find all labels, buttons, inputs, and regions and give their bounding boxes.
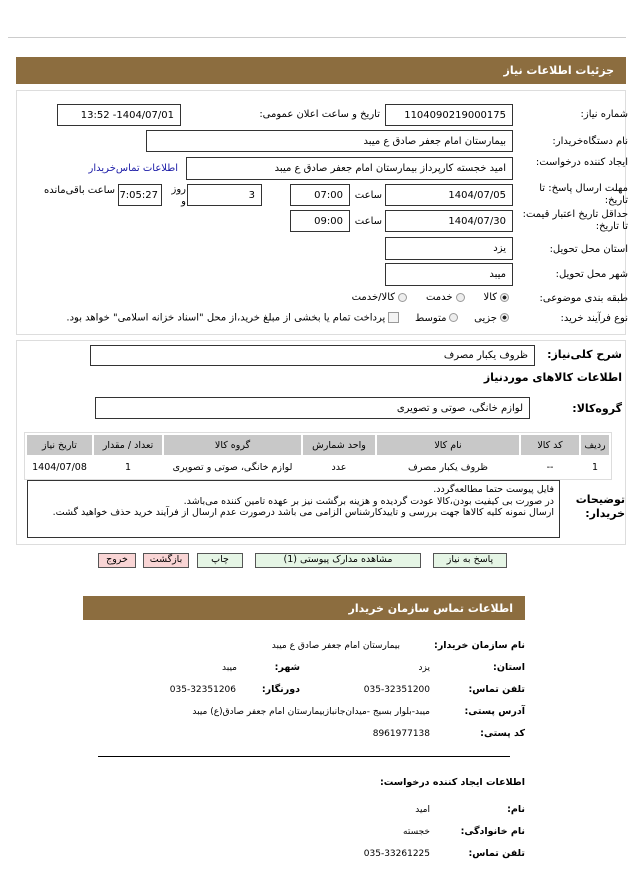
process-label: نوع فرآیند خرید:	[560, 313, 629, 324]
page-header: جزئیات اطلاعات نیاز	[16, 57, 626, 84]
goods-heading: اطلاعات کالاهای موردنیاز	[483, 371, 622, 384]
back-button[interactable]: بازگشت	[143, 553, 189, 568]
col-name: نام کالا	[377, 435, 519, 455]
col-date: تاریخ نیاز	[27, 435, 92, 455]
contact-title: اطلاعات تماس سازمان خریدار	[348, 601, 513, 615]
contact-province-label: استان:	[493, 662, 525, 673]
org-value: بیمارستان امام جعفر صادق ع میبد	[271, 641, 400, 651]
note-line: فایل پیوست حتما مطالعه‌گردد.	[433, 484, 554, 495]
name-value: امید	[415, 805, 430, 815]
note-line: در صورت بی کیفیت بودن،کالا عودت گردیده و…	[183, 495, 554, 507]
remaining-time-field: 17:05:27	[118, 184, 162, 206]
goods-table-wrap: ردیف کد کالا نام کالا واحد شمارش گروه کا…	[24, 432, 612, 480]
need-number-label: شماره نیاز:	[580, 109, 629, 120]
province-label: استان محل تحویل:	[549, 244, 628, 255]
validity-label: حداقل تاریخ اعتبار قیمت: تا تاریخ:	[522, 209, 628, 232]
postal-value: 8961977138	[372, 729, 430, 739]
category-radio-group: کالا خدمت کالا/خدمت	[280, 292, 512, 303]
notes-box: فایل پیوست حتما مطالعه‌گردد. در صورت بی …	[27, 480, 560, 538]
col-unit: واحد شمارش	[303, 435, 375, 455]
note-line: ارسال نمونه کلیه کالاها جهت بررسی و تایی…	[52, 507, 554, 518]
treasury-text: پرداخت تمام یا بخشی از مبلغ خرید،از محل …	[66, 312, 386, 324]
validity-date-field: 1404/07/30	[385, 210, 513, 232]
contact-divider	[98, 756, 510, 757]
process-radio-group: جزیی متوسط پرداخت تمام یا بخشی از مبلغ خ…	[0, 312, 512, 324]
buyer-contact-link[interactable]: اطلاعات تماس‌خریدار	[88, 163, 178, 174]
contact-phone-value: 035-32351200	[363, 685, 430, 695]
address-label: آدرس پستی:	[464, 706, 525, 717]
cell-row: 1	[591, 461, 599, 473]
fax-value: 035-32351206	[169, 685, 236, 695]
fax-label: دورنگار:	[261, 684, 300, 695]
radio-goods[interactable]: کالا	[483, 292, 512, 303]
page-title: جزئیات اطلاعات نیاز	[503, 64, 615, 77]
notes-label: توضیحات خریدار:	[575, 493, 625, 520]
city-field: میبد	[385, 263, 513, 286]
cell-name: ظروف یکبار مصرف	[408, 461, 488, 473]
cell-qty: 1	[124, 461, 132, 473]
validity-time-label: ساعت	[354, 216, 382, 227]
reply-button[interactable]: پاسخ به نیاز	[433, 553, 507, 568]
family-label: نام خانوادگی:	[460, 826, 525, 837]
name-label: نام:	[507, 804, 525, 815]
col-code: کد کالا	[521, 435, 579, 455]
remaining-label: ساعت باقی‌مانده	[43, 185, 115, 196]
days-label: روز و	[171, 184, 187, 207]
details-panel	[16, 340, 626, 545]
radio-goods-service[interactable]: کالا/خدمت	[352, 292, 411, 303]
creator-phone-value: 035-33261225	[363, 849, 430, 859]
exit-button[interactable]: خروج	[98, 553, 136, 568]
radio-medium[interactable]: متوسط	[415, 313, 461, 324]
cell-group: لوازم خانگی، صوتی و تصویری	[172, 461, 293, 473]
summary-field: ظروف یکبار مصرف	[90, 345, 535, 366]
summary-label: شرح کلی‌نیاز:	[547, 348, 622, 361]
radio-service[interactable]: خدمت	[426, 292, 468, 303]
table-header-row: ردیف کد کالا نام کالا واحد شمارش گروه کا…	[27, 435, 609, 455]
family-value: خجسته	[403, 827, 430, 837]
group-field: لوازم خانگی، صوتی و تصویری	[95, 397, 530, 419]
treasury-checkbox[interactable]	[385, 312, 402, 324]
announce-field: 1404/07/01- 13:52	[57, 104, 181, 126]
col-group: گروه کالا	[164, 435, 301, 455]
city-label: شهر محل تحویل:	[555, 269, 628, 280]
province-field: یزد	[385, 237, 513, 260]
creator-phone-label: تلفن تماس:	[468, 848, 525, 859]
print-button[interactable]: چاپ	[197, 553, 243, 568]
need-number-field: 1104090219000175	[385, 104, 513, 126]
top-divider	[8, 37, 626, 38]
buyer-label: نام دستگاه‌خریدار:	[552, 136, 628, 147]
deadline-time-label: ساعت	[354, 190, 382, 201]
category-label: طبقه بندی موضوعی:	[539, 293, 628, 304]
days-field: 3	[187, 184, 262, 206]
validity-time-field: 09:00	[290, 210, 350, 232]
postal-label: کد پستی:	[480, 728, 525, 739]
deadline-label: مهلت ارسال پاسخ: تا تاریخ:	[539, 183, 628, 206]
creator-heading: اطلاعات ایجاد کننده درخواست:	[379, 777, 525, 788]
info-panel	[16, 90, 626, 335]
deadline-time-field: 07:00	[290, 184, 350, 206]
org-label: نام سازمان خریدار:	[434, 640, 525, 651]
creator-label: ایجاد کننده درخواست:	[535, 157, 628, 168]
cell-unit: عدد	[331, 461, 347, 473]
cell-date: 1404/07/08	[32, 461, 87, 473]
col-qty: تعداد / مقدار	[94, 435, 162, 455]
radio-minor[interactable]: جزیی	[474, 313, 512, 324]
col-row: ردیف	[581, 435, 609, 455]
creator-field: امید خجسته کارپرداز بیمارستان امام جعفر …	[186, 157, 513, 180]
contact-province-value: یزد	[418, 663, 430, 673]
attachments-button[interactable]: مشاهده مدارک پیوستی (1)	[255, 553, 421, 568]
goods-table: ردیف کد کالا نام کالا واحد شمارش گروه کا…	[25, 433, 611, 479]
contact-city-value: میبد	[222, 663, 237, 673]
group-label: گروه‌کالا:	[572, 402, 622, 415]
buyer-field: بیمارستان امام جعفر صادق ع میبد	[146, 130, 513, 152]
address-value: میبد-بلوار بسیج -میدان‌جانبازبیمارستان ا…	[192, 707, 430, 717]
contact-city-label: شهر:	[274, 662, 300, 673]
contact-phone-label: تلفن تماس:	[468, 684, 525, 695]
announce-label: تاریخ و ساعت اعلان عمومی:	[259, 109, 380, 120]
contact-header: اطلاعات تماس سازمان خریدار	[83, 596, 525, 620]
cell-code: --	[546, 461, 554, 473]
table-row: 1 -- ظروف یکبار مصرف عدد لوازم خانگی، صو…	[27, 457, 609, 477]
deadline-date-field: 1404/07/05	[385, 184, 513, 206]
